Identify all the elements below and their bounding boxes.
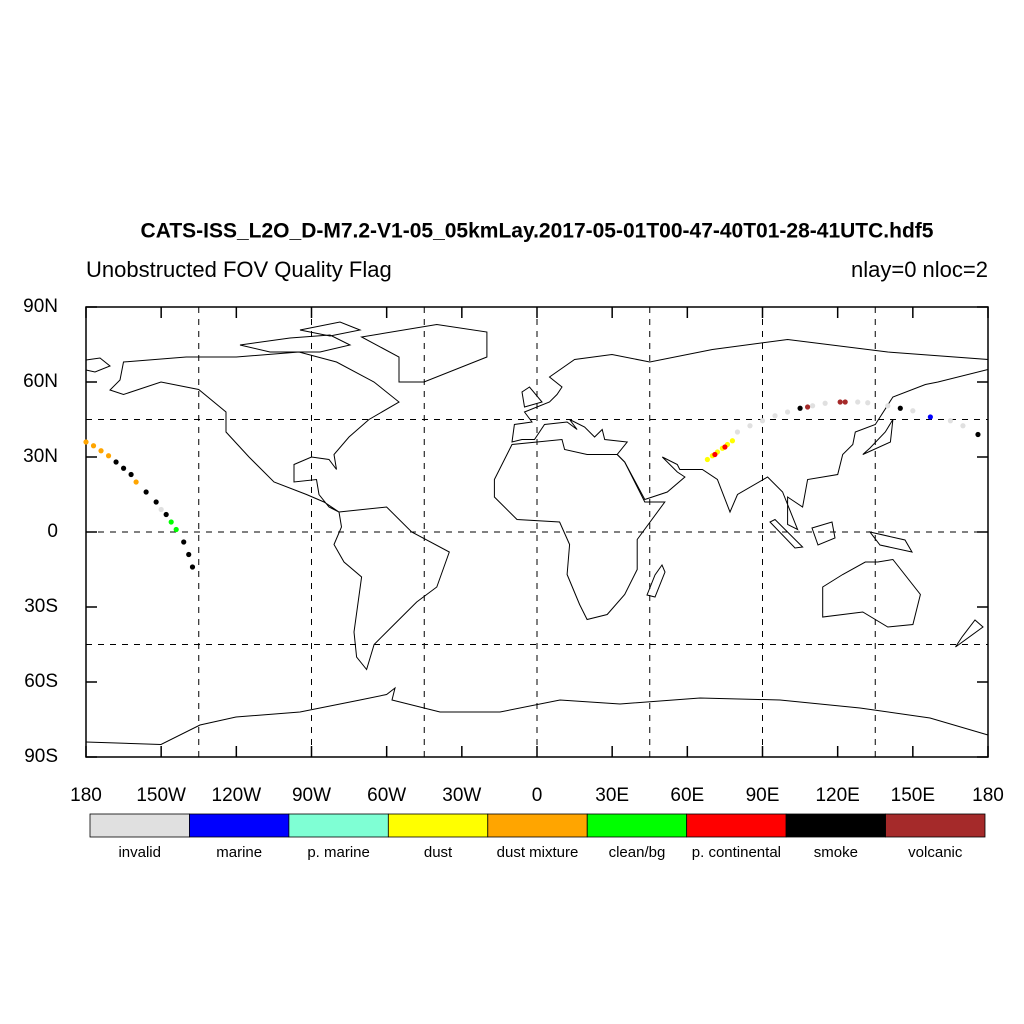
track-point xyxy=(168,519,174,525)
legend-swatch xyxy=(785,813,886,838)
track-point xyxy=(865,400,871,406)
track-point xyxy=(759,418,766,424)
x-tick-label: 60E xyxy=(670,785,704,806)
track-point xyxy=(729,438,736,444)
new-zealand xyxy=(955,619,984,648)
legend-swatch xyxy=(288,813,389,838)
track-point xyxy=(133,479,139,485)
antarctica xyxy=(85,686,989,746)
x-tick-label: 90E xyxy=(746,785,780,806)
x-tick-label: 0 xyxy=(532,785,543,806)
legend-swatch xyxy=(487,813,588,838)
track-point xyxy=(90,443,97,449)
track-point xyxy=(173,526,179,533)
legend-label: invalid xyxy=(118,844,161,861)
legend-label: marine xyxy=(216,844,262,861)
japan xyxy=(862,419,894,455)
track-point xyxy=(837,399,843,405)
legend-swatch xyxy=(189,813,290,838)
arctic-islands xyxy=(239,321,362,353)
y-tick-label: 60N xyxy=(23,371,58,392)
y-tick-label: 60S xyxy=(24,671,58,692)
legend-swatch xyxy=(387,813,489,838)
track-point xyxy=(128,471,134,478)
annotation: nlay=0 nloc=2 xyxy=(851,257,988,282)
track-point xyxy=(120,465,127,471)
track-point xyxy=(186,551,192,558)
australia xyxy=(822,558,921,628)
track-point xyxy=(113,459,119,465)
track-point xyxy=(960,423,966,429)
x-tick-label: 150W xyxy=(136,785,186,806)
track-point xyxy=(189,564,196,570)
legend-label: p. marine xyxy=(307,844,370,861)
track-point xyxy=(897,405,903,411)
track-point xyxy=(153,499,159,505)
south-america xyxy=(333,506,450,671)
legend-label: clean/bg xyxy=(609,844,666,861)
eurasia xyxy=(511,338,989,531)
x-tick-label: 30E xyxy=(595,785,629,806)
legend-swatch xyxy=(686,813,787,838)
track-point xyxy=(842,399,848,405)
y-tick-label: 30S xyxy=(24,596,58,617)
uk xyxy=(521,386,543,408)
x-tick-label: 180 xyxy=(70,785,102,806)
y-tick-label: 30N xyxy=(23,446,58,467)
legend-label: dust mixture xyxy=(497,844,579,861)
coastlines xyxy=(85,321,989,746)
greenland xyxy=(360,323,488,383)
x-tick-label: 120W xyxy=(212,785,262,806)
track-point xyxy=(83,439,89,445)
track-point xyxy=(158,506,164,513)
legend-swatch xyxy=(885,813,986,838)
track-point xyxy=(163,511,169,518)
track-point xyxy=(975,431,981,438)
track-point xyxy=(805,404,811,410)
x-tick-label: 120E xyxy=(815,785,859,806)
track-point xyxy=(747,423,753,429)
x-tick-label: 30W xyxy=(442,785,481,806)
track-point xyxy=(797,405,803,411)
subtitle: Unobstructed FOV Quality Flag xyxy=(86,257,392,282)
track-point xyxy=(722,444,728,450)
track-point xyxy=(712,451,718,458)
track-point xyxy=(885,403,891,409)
chart-title: CATS-ISS_L2O_D-M7.2-V1-05_05kmLay.2017-0… xyxy=(141,220,934,243)
legend-label: dust xyxy=(424,844,453,861)
track-point xyxy=(704,456,710,463)
track-point xyxy=(181,539,187,545)
track-point xyxy=(734,429,741,435)
track-point xyxy=(143,489,149,495)
x-tick-label: 60W xyxy=(367,785,406,806)
africa xyxy=(493,438,666,621)
legend-label: p. continental xyxy=(692,844,781,861)
y-tick-label: 0 xyxy=(47,521,58,542)
x-tick-label: 180 xyxy=(972,785,1004,806)
legend-label: volcanic xyxy=(908,844,963,861)
legend-swatch xyxy=(89,813,190,838)
alaska-east xyxy=(85,357,111,373)
track-point xyxy=(810,403,816,409)
legend-swatch xyxy=(586,813,688,838)
madagascar xyxy=(646,563,666,598)
track-point xyxy=(855,399,861,405)
track-point xyxy=(927,414,933,420)
track-point xyxy=(910,408,916,414)
indonesia xyxy=(769,518,914,553)
track-point xyxy=(98,448,104,454)
y-tick-label: 90N xyxy=(23,296,58,317)
x-tick-label: 90W xyxy=(292,785,331,806)
track-point xyxy=(947,418,954,424)
track-point xyxy=(822,400,828,406)
legend-label: smoke xyxy=(814,844,858,861)
track-point xyxy=(105,453,112,459)
x-tick-label: 150E xyxy=(891,785,935,806)
north-america xyxy=(109,351,400,513)
track-point xyxy=(784,409,791,415)
track-point xyxy=(772,413,778,419)
y-tick-label: 90S xyxy=(24,746,58,767)
